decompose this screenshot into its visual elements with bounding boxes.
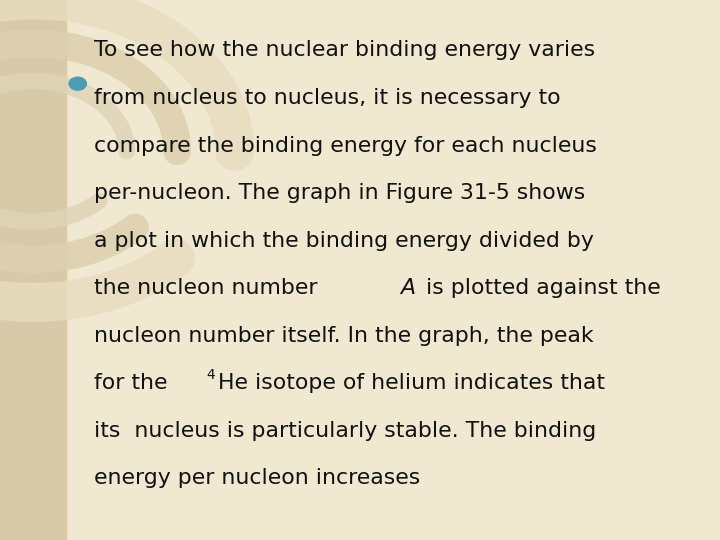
Text: the nucleon number: the nucleon number — [94, 278, 331, 298]
Text: a plot in which the binding energy divided by: a plot in which the binding energy divid… — [94, 231, 593, 251]
Text: for the: for the — [94, 373, 181, 393]
Text: is plotted against the: is plotted against the — [420, 278, 661, 298]
Text: energy per nucleon increases: energy per nucleon increases — [94, 468, 420, 488]
Text: its  nucleus is particularly stable. The binding: its nucleus is particularly stable. The … — [94, 421, 596, 441]
Text: A: A — [400, 278, 415, 298]
Text: compare the binding energy for each nucleus: compare the binding energy for each nucl… — [94, 136, 596, 156]
Text: 4: 4 — [207, 373, 215, 387]
Text: He isotope of helium indicates that: He isotope of helium indicates that — [217, 373, 605, 393]
Circle shape — [69, 77, 86, 90]
Text: from nucleus to nucleus, it is necessary to: from nucleus to nucleus, it is necessary… — [94, 88, 560, 108]
Bar — [0, 0, 66, 540]
Text: per-nucleon. The graph in Figure 31-5 shows: per-nucleon. The graph in Figure 31-5 sh… — [94, 183, 585, 203]
Text: nucleon number itself. In the graph, the peak: nucleon number itself. In the graph, the… — [94, 326, 593, 346]
Text: To see how the nuclear binding energy varies: To see how the nuclear binding energy va… — [94, 40, 595, 60]
Text: A: A — [400, 278, 415, 298]
Text: 4: 4 — [207, 368, 215, 382]
